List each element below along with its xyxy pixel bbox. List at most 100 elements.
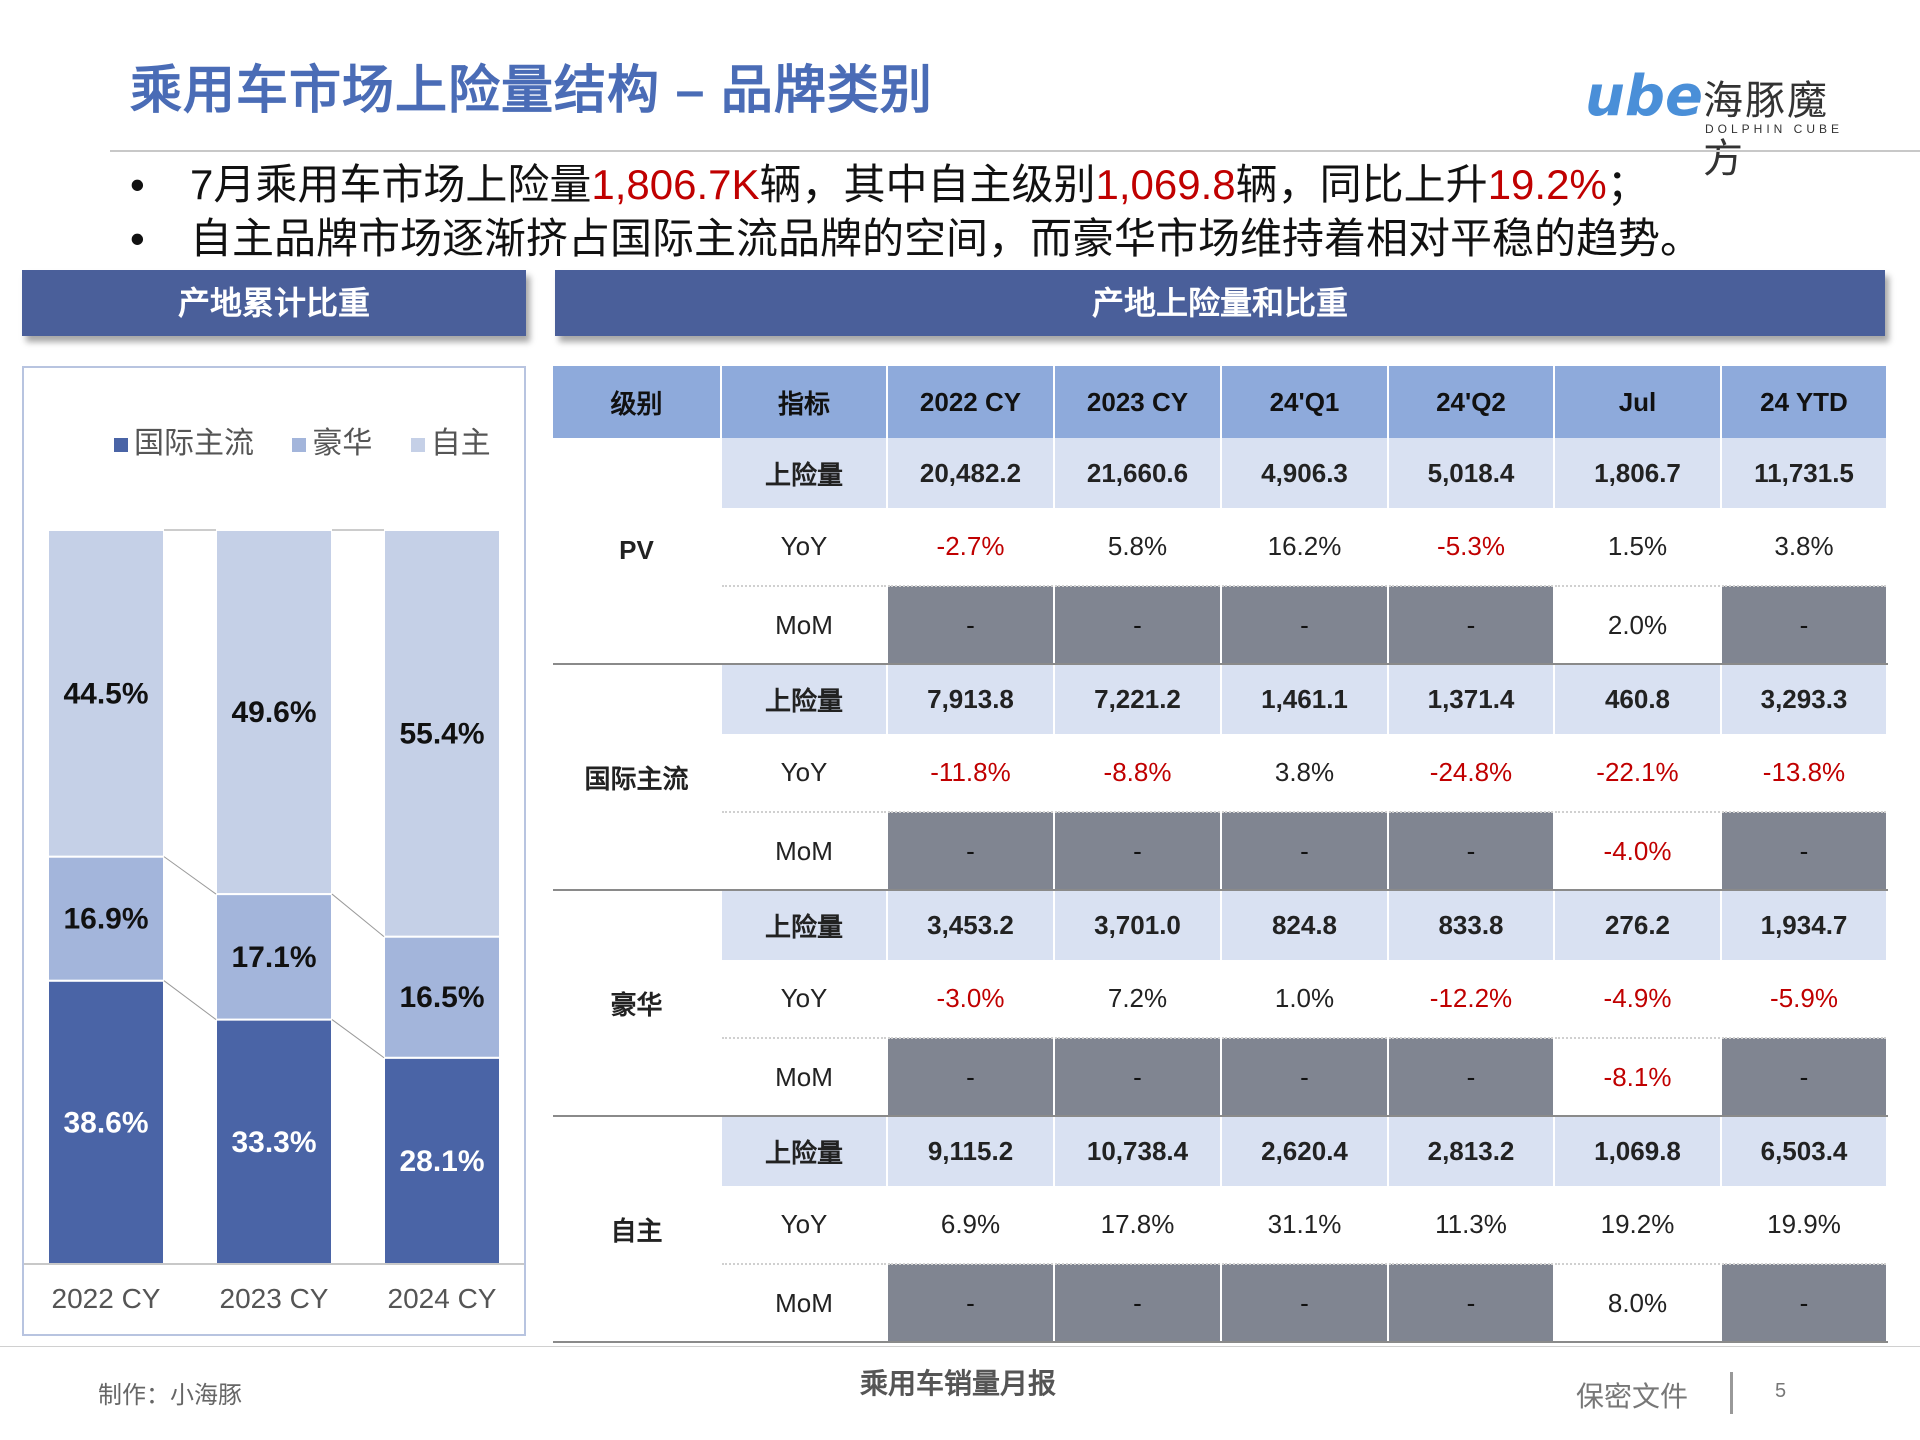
metric-cell: 上险量	[721, 890, 888, 960]
table-header-row: 级别 指标 2022 CY 2023 CY 24'Q1 24'Q2 Jul 24 YTD	[553, 366, 1888, 438]
value-cell: -	[1221, 812, 1389, 891]
value-cell: -	[1388, 1264, 1555, 1343]
bar-segment	[47, 979, 165, 1266]
footer-maker: 制作：小海豚	[98, 1382, 242, 1409]
value-cell: 31.1%	[1221, 1186, 1389, 1265]
data-label: 49.6%	[231, 696, 316, 729]
table-row: MoM - - - -2.0% -	[553, 586, 1888, 665]
value-cell: 7,913.8	[887, 664, 1055, 734]
value-cell: -	[1221, 1038, 1389, 1117]
bullet-2: • 自主品牌市场逐渐挤占国际主流品牌的空间，而豪华市场维持着相对平稳的趋势。	[130, 212, 1702, 266]
metric-cell: YoY	[721, 960, 888, 1039]
metric-cell: YoY	[721, 734, 888, 813]
value-cell: -	[887, 586, 1055, 665]
metric-cell: YoY	[721, 1186, 888, 1265]
value-cell: 17.8%	[1054, 1186, 1222, 1265]
value-cell: -4.0%	[1554, 812, 1722, 891]
value-cell: 2,813.2	[1388, 1116, 1555, 1186]
logo: ube 海豚魔方 DOLPHIN CUBE	[1585, 60, 1865, 181]
bar-segment	[47, 855, 165, 982]
metric-cell: MoM	[721, 1264, 888, 1343]
table-row: YoY -11.8% -8.8% 3.8% -24.8% -22.1% -13.8%	[553, 734, 1888, 813]
series-connector-line	[331, 1019, 385, 1059]
table-row: MoM - - - - -4.0% -	[553, 812, 1888, 891]
column-header: 24'Q2	[1388, 366, 1555, 438]
value-cell: -	[1388, 812, 1555, 891]
table-row: YoY -3.0% 7.2% 1.0% -12.2% -4.9% -5.9%	[553, 960, 1888, 1039]
table-row: MoM - - - - -8.1% -	[553, 1038, 1888, 1117]
x-tick-label: 2023 CY	[220, 1283, 329, 1314]
level-cell: 豪华	[553, 890, 722, 1117]
value-cell: -5.9%	[1721, 960, 1888, 1039]
metric-cell: 上险量	[721, 438, 888, 508]
value-cell: 16.2%	[1221, 508, 1389, 587]
bullet-highlight: 1,806.7K	[591, 161, 760, 208]
table-row: MoM - - - -8.0% -	[553, 1264, 1888, 1343]
value-cell: 276.2	[1554, 890, 1722, 960]
table-row: YoY -2.7% 5.8% 16.2% -5.3% 1.5% 3.8%	[553, 508, 1888, 587]
bullet-text: 自主品牌市场逐渐挤占国际主流品牌的空间，而豪华市场维持着相对平稳的趋势。	[190, 215, 1703, 262]
value-cell: -8.8%	[1054, 734, 1222, 813]
value-cell: -	[1054, 1264, 1222, 1343]
value-cell: 3,701.0	[1054, 890, 1222, 960]
data-label: 44.5%	[63, 677, 148, 710]
value-cell: 8.0%	[1554, 1264, 1722, 1343]
value-cell: 11.3%	[1388, 1186, 1555, 1265]
value-cell: -13.8%	[1721, 734, 1888, 813]
table-row: 豪华 上险量 3,453.2 3,701.0 824.8 833.8 276.2 1,934.…	[553, 890, 1888, 1117]
logo-mark: ube	[1585, 64, 1703, 129]
legend-item-lux: 豪华	[292, 418, 372, 462]
value-cell: -	[1721, 1038, 1888, 1117]
table-row: 自主 上险量 9,115.2 10,738.4 2,620.4 2,813.2 1,069.…	[553, 1116, 1888, 1343]
value-cell: 5,018.4	[1388, 438, 1555, 508]
bullet-mark: •	[130, 161, 145, 208]
value-cell: -12.2%	[1388, 960, 1555, 1039]
value-cell: 11,731.5	[1721, 438, 1888, 508]
value-cell: -	[1054, 586, 1222, 665]
logo-chinese: 海豚魔方	[1703, 79, 1829, 181]
value-cell: -	[1221, 1264, 1389, 1343]
table-row: YoY 6.9% 17.8% 31.1% 11.3% 19.2% 19.9%	[553, 1186, 1888, 1265]
bar-segment	[215, 1018, 333, 1265]
bullet-1: • 7月乘用车市场上险量1,806.7K辆，其中自主级别1,069.8辆，同比上升…	[130, 158, 1702, 212]
data-table-container: 级别 指标 2022 CY 2023 CY 24'Q1 24'Q2 Jul 24 YTD PV 上…	[553, 366, 1888, 1343]
value-cell: -3.0%	[887, 960, 1055, 1039]
data-label: 55.4%	[399, 717, 484, 750]
bullet-text: 辆，同比上升	[1235, 161, 1488, 208]
value-cell: 2.0%	[1554, 586, 1722, 665]
value-cell: -22.1%	[1554, 734, 1722, 813]
column-header: 2023 CY	[1054, 366, 1222, 438]
value-cell: -	[887, 812, 1055, 891]
column-header: 2022 CY	[887, 366, 1055, 438]
value-cell: 7.2%	[1054, 960, 1222, 1039]
data-label: 33.3%	[231, 1126, 316, 1159]
value-cell: -	[1388, 586, 1555, 665]
legend-swatch	[114, 438, 128, 453]
legend-swatch	[292, 438, 307, 453]
metric-cell: YoY	[721, 508, 888, 587]
value-cell: 19.9%	[1721, 1186, 1888, 1265]
right-section-header: 产地上险量和比重	[555, 270, 1885, 336]
legend-item-intl: 国际主流	[114, 418, 254, 462]
value-cell: 1.5%	[1554, 508, 1722, 587]
value-cell: -5.3%	[1388, 508, 1555, 587]
level-cell: PV	[553, 438, 722, 665]
metric-cell: MoM	[721, 812, 888, 891]
metric-cell: MoM	[721, 586, 888, 665]
value-cell: 5.8%	[1054, 508, 1222, 587]
series-connector-line	[331, 893, 385, 938]
bullet-text: 辆，其中自主级别	[759, 161, 1096, 208]
logo-english: DOLPHIN CUBE	[1705, 122, 1844, 136]
value-cell: 1,461.1	[1221, 664, 1389, 734]
bullet-text: 7月乘用车市场上险量	[190, 161, 592, 208]
value-cell: 3.8%	[1721, 508, 1888, 587]
value-cell: -	[1721, 1264, 1888, 1343]
title-divider	[110, 150, 1920, 152]
value-cell: 833.8	[1388, 890, 1555, 960]
value-cell: 1,371.4	[1388, 664, 1555, 734]
stacked-bar-chart: 国际主流 豪华 自主 38.6% 16.9% 44.5% 2022 CY 33.3% 17…	[22, 366, 526, 1336]
value-cell: 3.8%	[1221, 734, 1389, 813]
value-cell: 824.8	[1221, 890, 1389, 960]
value-cell: -	[887, 1038, 1055, 1117]
column-header: 24'Q1	[1221, 366, 1389, 438]
